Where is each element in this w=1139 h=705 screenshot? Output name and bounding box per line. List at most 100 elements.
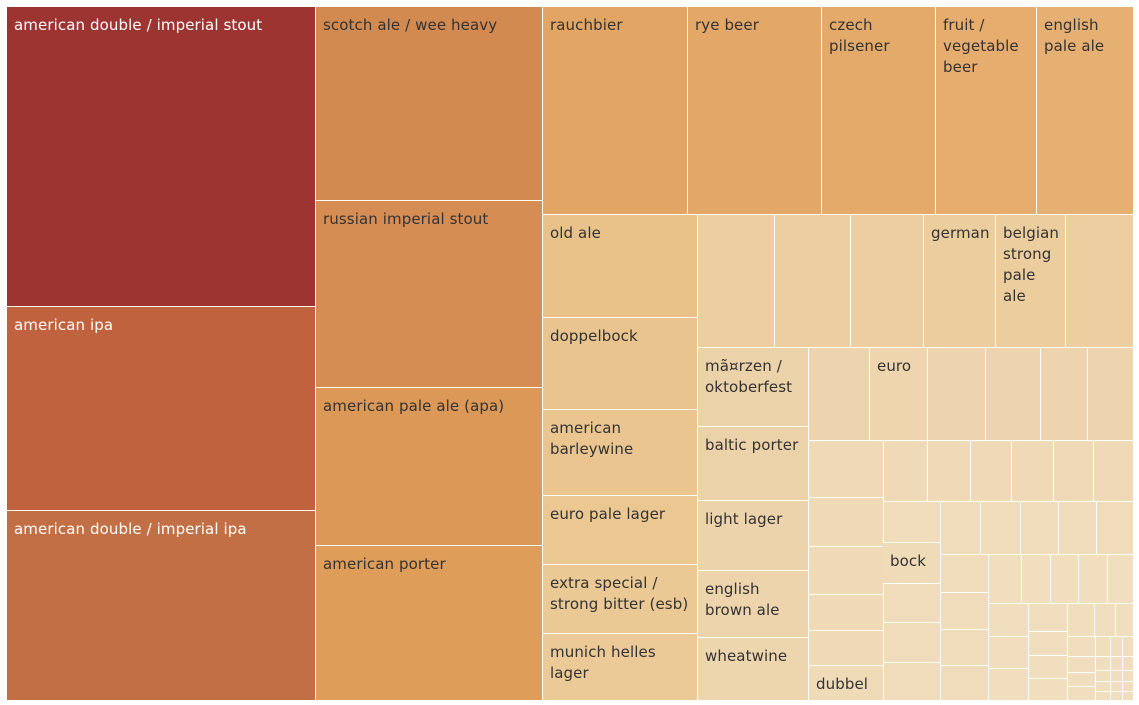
- treemap-cell-unlabeled[interactable]: [1095, 604, 1116, 637]
- treemap-cell-fruit-vegetable-beer[interactable]: fruit / vegetable beer: [936, 7, 1037, 215]
- treemap-cell-unlabeled[interactable]: [1088, 348, 1134, 441]
- treemap-cell-unlabeled[interactable]: [1029, 679, 1068, 701]
- treemap-cell-american-barleywine[interactable]: american barleywine: [543, 410, 698, 496]
- treemap-cell-unlabeled[interactable]: [971, 441, 1012, 502]
- treemap-cell-english-pale-ale[interactable]: english pale ale: [1037, 7, 1134, 215]
- treemap-cell-scotch-ale-wee-heavy[interactable]: scotch ale / wee heavy: [316, 7, 543, 201]
- treemap-cell-unlabeled[interactable]: [1123, 657, 1134, 671]
- treemap-cell-unlabeled[interactable]: [1066, 215, 1134, 348]
- treemap-cell-m-rzen-oktoberfest[interactable]: mã¤rzen / oktoberfest: [698, 348, 809, 427]
- treemap-cell-russian-imperial-stout[interactable]: russian imperial stout: [316, 201, 543, 388]
- treemap-cell-unlabeled[interactable]: [1111, 682, 1123, 692]
- treemap-cell-extra-special-strong-bitter-esb[interactable]: extra special / strong bitter (esb): [543, 565, 698, 634]
- treemap-cell-unlabeled[interactable]: [1068, 604, 1095, 637]
- treemap-cell-bock[interactable]: bock: [883, 543, 941, 584]
- treemap-cell-rye-beer[interactable]: rye beer: [688, 7, 822, 215]
- treemap-cell-unlabeled[interactable]: [981, 502, 1021, 555]
- treemap-cell-unlabeled[interactable]: [809, 348, 870, 441]
- treemap-cell-unlabeled[interactable]: [851, 215, 924, 348]
- treemap-cell-english-brown-ale[interactable]: english brown ale: [698, 571, 809, 638]
- treemap-cell-label: belgian strong pale ale: [1003, 224, 1060, 305]
- treemap-cell-unlabeled[interactable]: [989, 604, 1029, 637]
- treemap-cell-unlabeled[interactable]: [941, 630, 989, 666]
- treemap-cell-wheatwine[interactable]: wheatwine: [698, 638, 809, 701]
- treemap-cell-unlabeled[interactable]: [941, 555, 989, 593]
- treemap-cell-unlabeled[interactable]: [1111, 657, 1123, 671]
- treemap-cell-unlabeled[interactable]: [884, 584, 941, 623]
- treemap-cell-unlabeled[interactable]: [1108, 555, 1134, 604]
- treemap-cell-german[interactable]: german: [924, 215, 996, 348]
- treemap-cell-unlabeled[interactable]: [1079, 555, 1108, 604]
- treemap-cell-unlabeled[interactable]: [1111, 671, 1123, 682]
- treemap-cell-unlabeled[interactable]: [1021, 502, 1059, 555]
- treemap-cell-unlabeled[interactable]: [1097, 502, 1134, 555]
- treemap-cell-unlabeled[interactable]: [884, 623, 941, 663]
- treemap-cell-unlabeled[interactable]: [989, 637, 1029, 669]
- treemap-cell-unlabeled[interactable]: [1029, 604, 1068, 632]
- treemap-cell-american-double-imperial-stout[interactable]: american double / imperial stout: [7, 7, 316, 307]
- treemap-cell-unlabeled[interactable]: [809, 547, 884, 595]
- treemap-cell-unlabeled[interactable]: [1096, 692, 1111, 701]
- treemap-cell-unlabeled[interactable]: [1123, 637, 1134, 657]
- treemap-cell-unlabeled[interactable]: [809, 498, 884, 547]
- treemap-cell-unlabeled[interactable]: [1096, 657, 1111, 671]
- treemap-cell-unlabeled[interactable]: [928, 441, 971, 502]
- treemap-cell-unlabeled[interactable]: [698, 215, 775, 348]
- treemap-cell-unlabeled[interactable]: [1051, 555, 1079, 604]
- treemap-cell-unlabeled[interactable]: [941, 502, 981, 555]
- treemap-cell-unlabeled[interactable]: [1012, 441, 1054, 502]
- treemap-cell-dubbel[interactable]: dubbel: [809, 666, 884, 701]
- treemap-cell-baltic-porter[interactable]: baltic porter: [698, 427, 809, 501]
- treemap-cell-unlabeled[interactable]: [884, 502, 941, 543]
- treemap-cell-unlabeled[interactable]: [1094, 441, 1134, 502]
- treemap-cell-doppelbock[interactable]: doppelbock: [543, 318, 698, 410]
- treemap-cell-american-porter[interactable]: american porter: [316, 546, 543, 701]
- treemap-cell-unlabeled[interactable]: [1068, 657, 1096, 673]
- treemap-cell-unlabeled[interactable]: [1096, 671, 1111, 682]
- treemap-cell-unlabeled[interactable]: [1111, 692, 1123, 701]
- treemap-cell-unlabeled[interactable]: [884, 441, 928, 502]
- treemap-cell-czech-pilsener[interactable]: czech pilsener: [822, 7, 936, 215]
- treemap-cell-unlabeled[interactable]: [1068, 687, 1096, 701]
- treemap-cell-belgian-strong-pale-ale[interactable]: belgian strong pale ale: [996, 215, 1066, 348]
- treemap-cell-unlabeled[interactable]: [1054, 441, 1094, 502]
- treemap-cell-label: munich helles lager: [550, 643, 656, 682]
- treemap-cell-unlabeled[interactable]: [809, 441, 884, 498]
- treemap-cell-munich-helles-lager[interactable]: munich helles lager: [543, 634, 698, 701]
- treemap-cell-unlabeled[interactable]: [1041, 348, 1088, 441]
- treemap-cell-old-ale[interactable]: old ale: [543, 215, 698, 318]
- treemap-cell-unlabeled[interactable]: [1116, 604, 1134, 637]
- treemap-cell-label: scotch ale / wee heavy: [323, 16, 498, 34]
- treemap-cell-unlabeled[interactable]: [775, 215, 851, 348]
- treemap-cell-light-lager[interactable]: light lager: [698, 501, 809, 571]
- treemap-cell-unlabeled[interactable]: [1123, 692, 1134, 701]
- treemap-cell-unlabeled[interactable]: [1022, 555, 1051, 604]
- treemap-cell-unlabeled[interactable]: [941, 593, 989, 630]
- treemap-cell-unlabeled[interactable]: [941, 666, 989, 701]
- treemap-cell-label: light lager: [705, 510, 783, 528]
- treemap-cell-euro[interactable]: euro: [870, 348, 928, 441]
- treemap-cell-unlabeled[interactable]: [1068, 637, 1096, 657]
- treemap-cell-unlabeled[interactable]: [1059, 502, 1097, 555]
- treemap-cell-unlabeled[interactable]: [1096, 682, 1111, 692]
- treemap-cell-rauchbier[interactable]: rauchbier: [543, 7, 688, 215]
- treemap-cell-unlabeled[interactable]: [884, 663, 941, 701]
- treemap-cell-american-pale-ale-apa[interactable]: american pale ale (apa): [316, 388, 543, 546]
- treemap-cell-american-ipa[interactable]: american ipa: [7, 307, 316, 511]
- treemap-cell-unlabeled[interactable]: [928, 348, 986, 441]
- treemap-cell-american-double-imperial-ipa[interactable]: american double / imperial ipa: [7, 511, 316, 701]
- treemap-cell-unlabeled[interactable]: [989, 669, 1029, 701]
- treemap-cell-unlabeled[interactable]: [809, 631, 884, 666]
- treemap-cell-unlabeled[interactable]: [989, 555, 1022, 604]
- treemap-cell-unlabeled[interactable]: [1029, 632, 1068, 656]
- treemap-cell-label: american pale ale (apa): [323, 397, 505, 415]
- treemap-cell-unlabeled[interactable]: [986, 348, 1041, 441]
- treemap-cell-unlabeled[interactable]: [1029, 656, 1068, 679]
- treemap-cell-unlabeled[interactable]: [1111, 637, 1123, 657]
- treemap-cell-unlabeled[interactable]: [1123, 671, 1134, 682]
- treemap-cell-unlabeled[interactable]: [809, 595, 884, 631]
- treemap-cell-euro-pale-lager[interactable]: euro pale lager: [543, 496, 698, 565]
- treemap-cell-unlabeled[interactable]: [1068, 673, 1096, 687]
- treemap-cell-unlabeled[interactable]: [1096, 637, 1111, 657]
- treemap-cell-unlabeled[interactable]: [1123, 682, 1134, 692]
